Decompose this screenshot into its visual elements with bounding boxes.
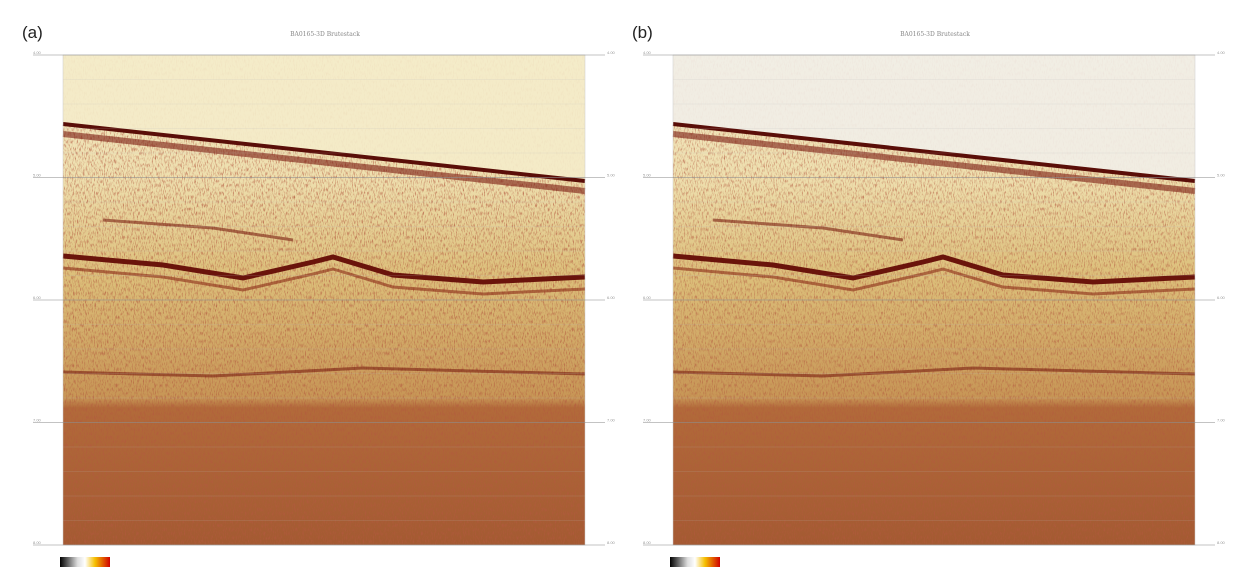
horizon-lower — [672, 266, 1196, 296]
time-tick-right: 6.00 — [1217, 295, 1226, 300]
time-tick-left: 8.00 — [643, 540, 652, 545]
time-tick-right: 6.00 — [607, 295, 616, 300]
seafloor-band — [62, 131, 586, 194]
horizon-lower — [62, 266, 586, 296]
time-tick-left: 4.00 — [643, 50, 652, 55]
seafloor — [672, 122, 1196, 183]
reflector — [62, 366, 586, 378]
time-tick-left: 8.00 — [33, 540, 42, 545]
time-tick-right: 5.00 — [1217, 173, 1226, 178]
horizon — [62, 253, 586, 285]
time-tick-right: 4.00 — [1217, 50, 1226, 55]
time-tick-left: 5.00 — [33, 173, 42, 178]
time-tick-right: 4.00 — [607, 50, 616, 55]
time-tick-left: 6.00 — [643, 295, 652, 300]
time-tick-right: 7.00 — [1217, 418, 1226, 423]
time-tick-left: 6.00 — [33, 295, 42, 300]
water-column — [63, 55, 585, 180]
panel-label: (b) — [632, 23, 653, 42]
reflector — [672, 366, 1196, 378]
time-tick-left: 7.00 — [643, 418, 652, 423]
seafloor — [62, 122, 586, 183]
panel-label: (a) — [22, 23, 43, 42]
time-tick-right: 8.00 — [1217, 540, 1226, 545]
water-column — [673, 55, 1195, 180]
colorbar — [60, 557, 110, 567]
reflector — [712, 218, 904, 242]
colorbar — [670, 557, 720, 567]
time-tick-right: 5.00 — [607, 173, 616, 178]
time-tick-right: 8.00 — [607, 540, 616, 545]
panel-title: BA0165-3D Brutestack — [290, 31, 360, 38]
time-tick-left: 5.00 — [643, 173, 652, 178]
time-tick-left: 4.00 — [33, 50, 42, 55]
panel-title: BA0165-3D Brutestack — [900, 31, 970, 38]
horizon — [672, 253, 1196, 285]
reflector — [102, 218, 294, 242]
time-tick-left: 7.00 — [33, 418, 42, 423]
time-tick-right: 7.00 — [607, 418, 616, 423]
seafloor-band — [672, 131, 1196, 194]
